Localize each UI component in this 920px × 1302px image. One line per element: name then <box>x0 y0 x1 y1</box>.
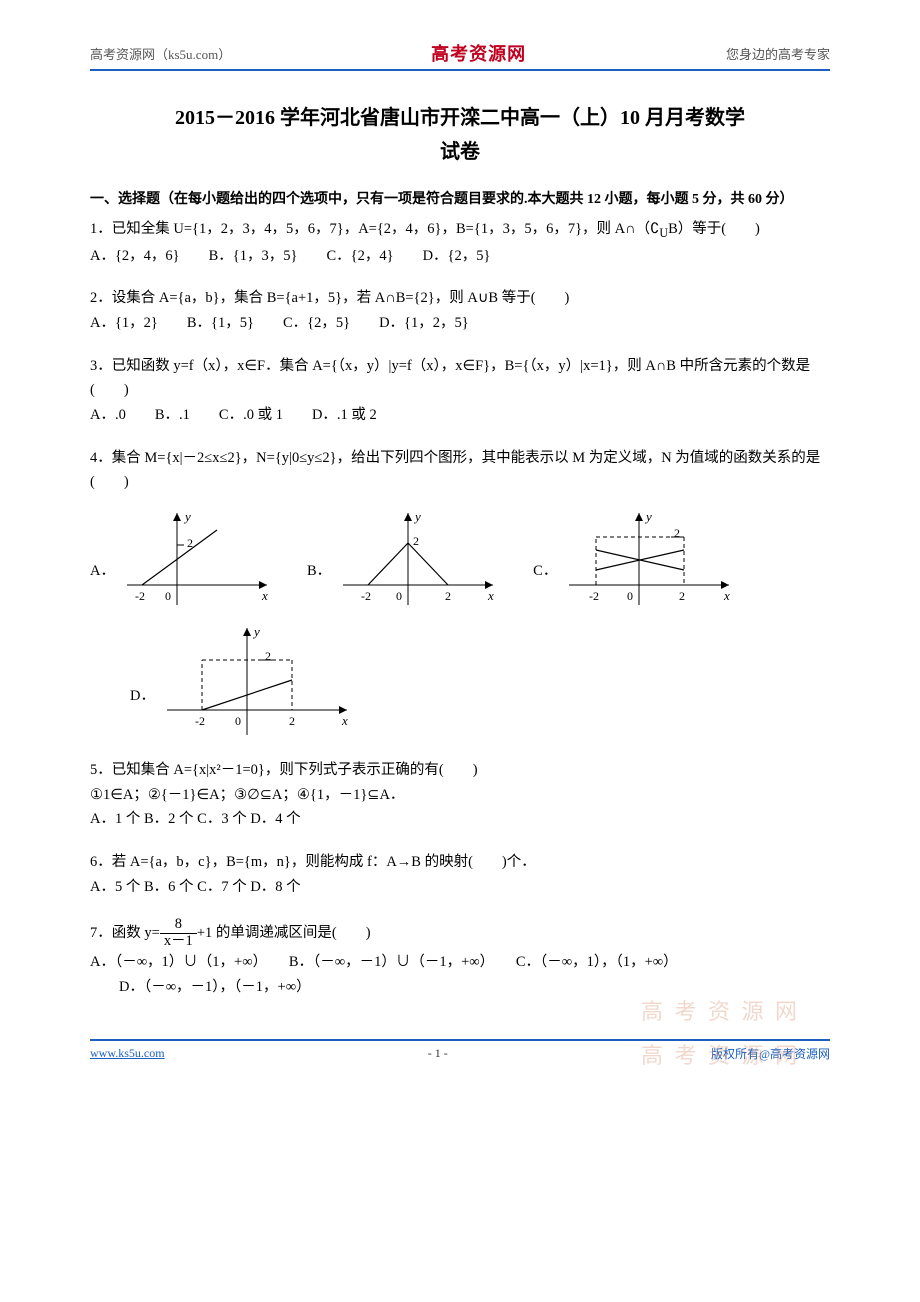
question-1: 1．已知全集 U={1，2，3，4，5，6，7}，A={2，4，6}，B={1，… <box>90 217 830 243</box>
page-header: 高考资源网（ks5u.com） 高考资源网 您身边的高考专家 <box>90 40 830 71</box>
section-1-heading: 一、选择题（在每小题给出的四个选项中，只有一项是符合题目要求的.本大题共 12 … <box>90 189 830 211</box>
graph-b: y x -2 0 2 2 <box>333 505 503 615</box>
question-6-options: A．5 个 B．6 个 C．7 个 D．8 个 <box>90 875 830 900</box>
svg-text:2: 2 <box>289 714 295 728</box>
svg-text:0: 0 <box>235 714 241 728</box>
svg-text:-2: -2 <box>361 589 371 603</box>
question-7: 7．函数 y=8x－1+1 的单调递减区间是( ) <box>90 917 830 950</box>
graph-a: y x -2 0 2 <box>117 505 277 615</box>
svg-text:x: x <box>261 588 268 603</box>
page-footer: www.ks5u.com - 1 - 版权所有@高考资源网 <box>90 1039 830 1062</box>
svg-text:0: 0 <box>627 589 633 603</box>
svg-text:-2: -2 <box>589 589 599 603</box>
graph-c: y x -2 0 2 2 <box>559 505 739 615</box>
question-7-options-b: D．（－∞，－1），（－1，+∞） <box>90 975 830 1000</box>
svg-text:2: 2 <box>413 534 419 548</box>
header-center-logo: 高考资源网 <box>431 40 526 66</box>
svg-text:x: x <box>723 588 730 603</box>
question-5: 5．已知集合 A={x|x²－1=0}，则下列式子表示正确的有( ) <box>90 758 830 783</box>
graph-d: y x -2 0 2 2 <box>157 620 357 740</box>
question-3: 3．已知函数 y=f（x），x∈F．集合 A={（x，y）|y=f（x），x∈F… <box>90 354 830 403</box>
question-4: 4．集合 M={x|－2≤x≤2}，N={y|0≤y≤2}，给出下列四个图形，其… <box>90 446 830 495</box>
svg-text:y: y <box>644 509 652 524</box>
option-b-label: B． <box>307 559 331 615</box>
svg-text:2: 2 <box>679 589 685 603</box>
watermark: 高 考 资 源 网 高 考 资 源 网 <box>641 990 800 1078</box>
svg-text:0: 0 <box>165 589 171 603</box>
header-left: 高考资源网（ks5u.com） <box>90 44 231 63</box>
svg-text:2: 2 <box>265 649 271 663</box>
question-6: 6．若 A={a，b，c}，B={m，n}，则能构成 f：A→B 的映射( )个… <box>90 850 830 875</box>
svg-text:y: y <box>252 624 260 639</box>
question-4-graphs: A． y x -2 0 2 B． y <box>90 505 830 615</box>
page-number: - 1 - <box>428 1046 448 1061</box>
exam-title: 2015－2016 学年河北省唐山市开滦二中高一（上）10 月月考数学 试卷 <box>90 101 830 169</box>
question-1-options: A．{2，4，6} B．{1，3，5} C．{2，4} D．{2，5} <box>90 244 830 269</box>
question-7-options-a: A．（－∞，1）∪（1，+∞） B．（－∞，－1）∪（－1，+∞） C．（－∞，… <box>90 950 830 975</box>
question-5-items: ①1∈A；②{－1}∈A；③∅⊆A；④{1，－1}⊆A． <box>90 783 830 808</box>
question-3-options: A．.0 B．.1 C．.0 或 1 D．.1 或 2 <box>90 403 830 428</box>
svg-text:x: x <box>341 713 348 728</box>
question-2: 2．设集合 A={a，b}，集合 B={a+1，5}，若 A∩B={2}，则 A… <box>90 286 830 311</box>
header-right: 您身边的高考专家 <box>726 44 830 63</box>
svg-text:y: y <box>183 509 191 524</box>
question-5-options: A．1 个 B．2 个 C．3 个 D．4 个 <box>90 807 830 832</box>
svg-text:2: 2 <box>674 526 680 540</box>
fraction: 8x－1 <box>160 917 197 950</box>
title-line-1: 2015－2016 学年河北省唐山市开滦二中高一（上）10 月月考数学 <box>90 101 830 135</box>
title-line-2: 试卷 <box>90 135 830 169</box>
svg-text:0: 0 <box>396 589 402 603</box>
svg-text:-2: -2 <box>135 589 145 603</box>
footer-url: www.ks5u.com <box>90 1046 165 1061</box>
svg-text:y: y <box>413 509 421 524</box>
question-4-graph-d-row: D． y x -2 0 2 2 <box>130 620 830 740</box>
option-d-label: D． <box>130 684 155 740</box>
option-a-label: A． <box>90 559 115 615</box>
option-c-label: C． <box>533 559 557 615</box>
question-2-options: A．{1，2} B．{1，5} C．{2，5} D．{1，2，5} <box>90 311 830 336</box>
svg-text:x: x <box>487 588 494 603</box>
svg-text:-2: -2 <box>195 714 205 728</box>
svg-text:2: 2 <box>445 589 451 603</box>
footer-copyright: 版权所有@高考资源网 <box>711 1045 830 1062</box>
